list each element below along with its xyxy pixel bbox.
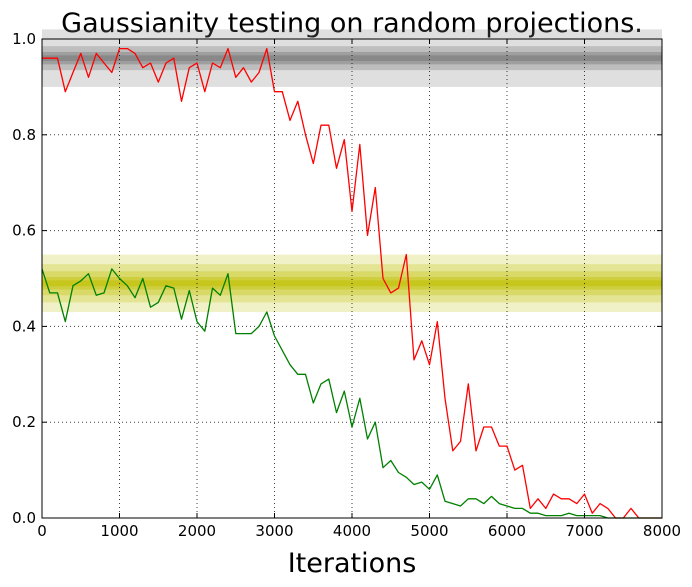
x-tick-label: 5000 (410, 522, 448, 540)
y-tick-label: 0.6 (12, 222, 36, 240)
x-axis-label: Iterations (288, 548, 417, 579)
grid-lines (42, 39, 662, 518)
x-tick-label: 8000 (643, 522, 681, 540)
chart-title: Gaussianity testing on random projection… (61, 8, 643, 39)
x-tick-label: 0 (37, 522, 47, 540)
x-tick-label: 4000 (333, 522, 371, 540)
y-tick-label: 0.0 (12, 509, 36, 527)
x-tick-label: 6000 (488, 522, 526, 540)
series-lines (41, 47, 662, 519)
y-tick-label: 0.2 (12, 413, 36, 431)
x-tick-label: 7000 (565, 522, 603, 540)
band-0-layer-3 (42, 55, 662, 62)
series-line-green (41, 268, 662, 519)
x-tick-label: 1000 (100, 522, 138, 540)
y-tick-label: 0.4 (12, 317, 36, 335)
x-tick-label: 3000 (255, 522, 293, 540)
y-tick-label: 0.8 (12, 126, 36, 144)
series-line-red (42, 47, 662, 519)
y-axis-ticks: 0.0 0.2 0.4 0.6 0.8 1.0 (12, 30, 662, 527)
x-axis-ticks: 0 1000 2000 3000 4000 5000 6000 7000 8000 (37, 39, 681, 540)
y-tick-label: 1.0 (12, 30, 36, 48)
x-tick-label: 2000 (178, 522, 216, 540)
